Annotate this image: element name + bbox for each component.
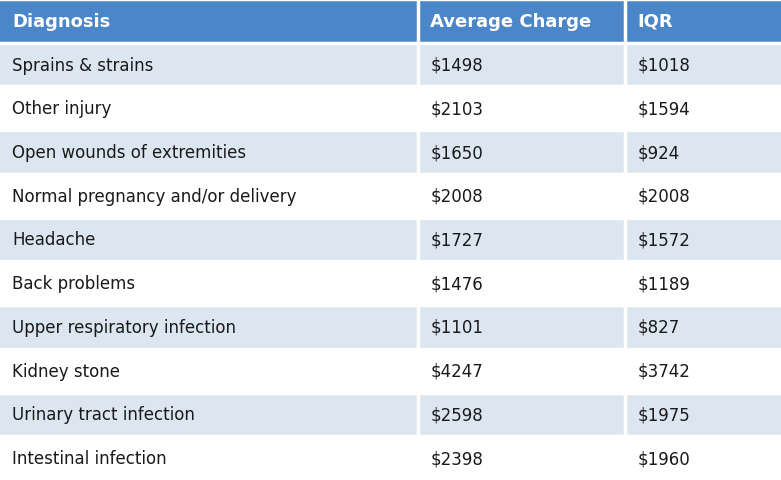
Bar xyxy=(418,218,625,262)
Text: Back problems: Back problems xyxy=(12,275,136,293)
Bar xyxy=(0,218,418,262)
Text: Kidney stone: Kidney stone xyxy=(12,362,120,380)
Text: $2103: $2103 xyxy=(430,100,483,118)
Text: $2598: $2598 xyxy=(430,406,483,423)
Bar xyxy=(625,87,781,131)
Bar xyxy=(418,349,625,393)
Bar xyxy=(0,393,418,436)
Text: $3742: $3742 xyxy=(637,362,690,380)
Text: $827: $827 xyxy=(637,318,679,336)
Text: $1101: $1101 xyxy=(430,318,483,336)
Text: Urinary tract infection: Urinary tract infection xyxy=(12,406,195,423)
Bar xyxy=(418,175,625,218)
Text: $4247: $4247 xyxy=(430,362,483,380)
Bar xyxy=(0,131,418,175)
Text: Headache: Headache xyxy=(12,231,96,249)
Bar xyxy=(0,0,418,44)
Text: Average Charge: Average Charge xyxy=(430,13,591,31)
Bar xyxy=(0,87,418,131)
Bar xyxy=(418,436,625,480)
Bar xyxy=(418,262,625,305)
Text: $1594: $1594 xyxy=(637,100,690,118)
Bar xyxy=(625,131,781,175)
Bar xyxy=(625,349,781,393)
Bar xyxy=(0,436,418,480)
Text: $1727: $1727 xyxy=(430,231,483,249)
Bar xyxy=(625,305,781,349)
Bar xyxy=(0,349,418,393)
Text: $1572: $1572 xyxy=(637,231,690,249)
Bar xyxy=(625,0,781,44)
Bar xyxy=(0,175,418,218)
Text: Normal pregnancy and/or delivery: Normal pregnancy and/or delivery xyxy=(12,187,297,205)
Bar xyxy=(418,305,625,349)
Text: Upper respiratory infection: Upper respiratory infection xyxy=(12,318,237,336)
Bar xyxy=(0,305,418,349)
Bar xyxy=(625,393,781,436)
Bar xyxy=(625,262,781,305)
Text: $2008: $2008 xyxy=(430,187,483,205)
Text: $1189: $1189 xyxy=(637,275,690,293)
Text: IQR: IQR xyxy=(637,13,673,31)
Text: Open wounds of extremities: Open wounds of extremities xyxy=(12,144,247,162)
Bar xyxy=(625,436,781,480)
Text: $2398: $2398 xyxy=(430,449,483,467)
Text: Intestinal infection: Intestinal infection xyxy=(12,449,167,467)
Text: $1650: $1650 xyxy=(430,144,483,162)
Bar xyxy=(0,262,418,305)
Bar xyxy=(418,393,625,436)
Bar xyxy=(418,131,625,175)
Text: $924: $924 xyxy=(637,144,679,162)
Text: $2008: $2008 xyxy=(637,187,690,205)
Text: Diagnosis: Diagnosis xyxy=(12,13,111,31)
Bar xyxy=(418,87,625,131)
Bar xyxy=(625,218,781,262)
Text: $1498: $1498 xyxy=(430,57,483,74)
Bar xyxy=(625,44,781,87)
Bar xyxy=(0,44,418,87)
Text: Other injury: Other injury xyxy=(12,100,112,118)
Bar xyxy=(625,175,781,218)
Bar xyxy=(418,0,625,44)
Text: $1476: $1476 xyxy=(430,275,483,293)
Text: Sprains & strains: Sprains & strains xyxy=(12,57,154,74)
Text: $1018: $1018 xyxy=(637,57,690,74)
Text: $1960: $1960 xyxy=(637,449,690,467)
Text: $1975: $1975 xyxy=(637,406,690,423)
Bar xyxy=(418,44,625,87)
